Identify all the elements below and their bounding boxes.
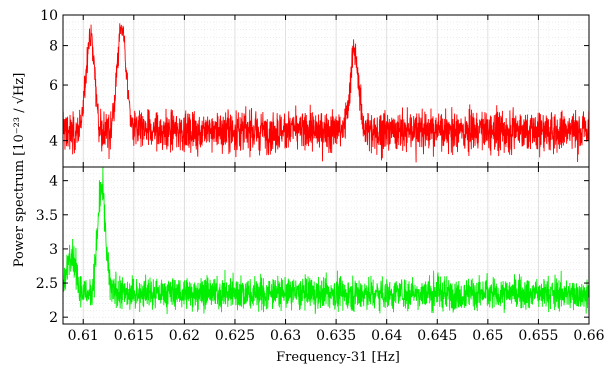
x-tick-label: 0.65 [472, 328, 503, 344]
top-y-ticks: 4 6 8 10 [40, 8, 589, 150]
y-tick-label: 3 [49, 242, 58, 258]
y-tick-label: 3.5 [36, 208, 58, 224]
y-tick-label: 2 [49, 310, 58, 326]
x-tick-label: 0.63 [270, 328, 301, 344]
y-tick-label: 6 [49, 78, 58, 94]
x-tick-label: 0.655 [518, 328, 558, 344]
x-axis-label: Frequency-31 [Hz] [276, 350, 400, 365]
y-tick-label: 8 [49, 39, 58, 55]
x-tick-label: 0.625 [215, 328, 255, 344]
bottom-y-ticks: 2 2.5 3 3.5 4 [36, 174, 589, 326]
y-tick-label: 4 [49, 174, 58, 190]
y-tick-label: 10 [40, 8, 58, 24]
bottom-panel-frame [62, 166, 590, 325]
x-tick-label: 0.615 [114, 328, 154, 344]
bottom-series-line [62, 167, 590, 315]
x-ticks: 0.61 0.615 0.62 0.625 0.63 0.635 0.64 0.645 0.65… [68, 15, 605, 344]
x-tick-label: 0.635 [316, 328, 356, 344]
x-tick-label: 0.64 [371, 328, 402, 344]
x-tick-label: 0.645 [417, 328, 457, 344]
y-tick-label: 4 [49, 134, 58, 150]
x-tick-label: 0.66 [573, 328, 604, 344]
bottom-panel: 2 2.5 3 3.5 4 [36, 166, 590, 326]
y-tick-label: 2.5 [36, 276, 58, 292]
top-series-line [62, 23, 590, 163]
top-panel: 4 6 8 10 [40, 8, 590, 168]
x-tick-label: 0.61 [68, 328, 99, 344]
y-axis-label: Power spectrum [10⁻²³ / √Hz] [12, 73, 27, 268]
x-tick-label: 0.62 [169, 328, 200, 344]
